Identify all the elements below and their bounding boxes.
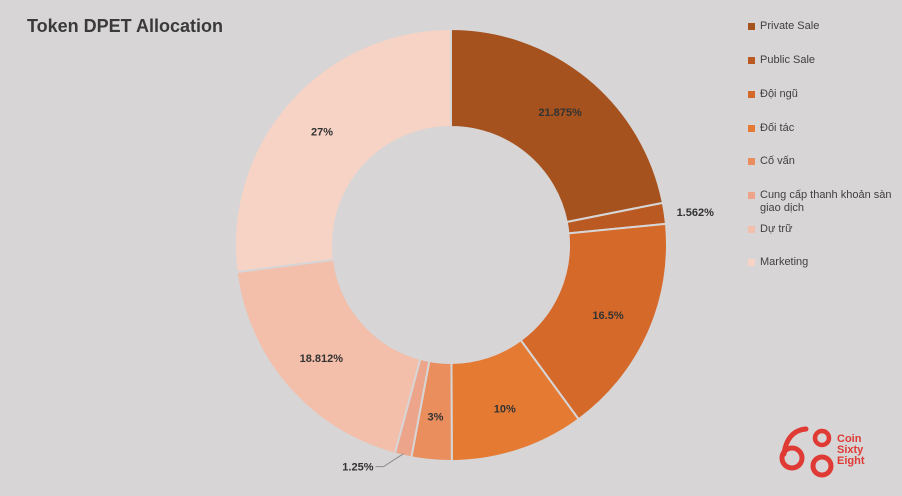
chart-title: Token DPET Allocation [27, 16, 224, 36]
legend-item-private-sale: Private Sale [748, 20, 898, 33]
slice-doi-ngu [519, 222, 668, 421]
legend-label: Đối tác [760, 122, 795, 134]
legend-swatch [748, 192, 755, 199]
coin68-logo: Coin Sixty Eight [778, 424, 888, 484]
legend-item-cung-cap-thanh-khoan-san-giao-dich: Cung cấp thanh khoản sàn giao dịch [748, 189, 898, 215]
legend-label: Marketing [760, 256, 809, 268]
slice-private-sale [450, 27, 665, 224]
legend-item-marketing: Marketing [748, 256, 898, 269]
data-label-cung-cap-thanh-khoan-san-giao-dich: 1.25% [342, 462, 373, 474]
legend-swatch [748, 57, 755, 64]
legend-label: Cố vấn [760, 155, 795, 167]
legend-swatch [748, 259, 755, 266]
data-label-doi-ngu: 16.5% [592, 310, 623, 322]
data-label-private-sale: 21.875% [538, 107, 582, 119]
legend-item-public-sale: Public Sale [748, 54, 898, 67]
data-label-public-sale: 1.562% [677, 207, 715, 219]
slice-marketing [234, 27, 452, 274]
legend-label: Dự trữ [760, 223, 793, 235]
legend-swatch [748, 125, 755, 132]
legend-swatch [748, 226, 755, 233]
legend-label: Cung cấp thanh khoản sàn giao dịch [760, 189, 892, 214]
legend-item-du-tru: Dự trữ [748, 223, 898, 236]
coin68-logo-icon [779, 426, 834, 478]
logo-word-eight: Eight [837, 455, 865, 467]
legend-item-co-van: Cố vấn [748, 155, 898, 168]
logo-word-sixty: Sixty [837, 444, 864, 456]
legend-label: Private Sale [760, 20, 820, 32]
legend-item-doi-ngu: Đội ngũ [748, 88, 898, 101]
legend-swatch [748, 91, 755, 98]
coin68-wordmark: Coin Sixty Eight [837, 434, 887, 467]
legend-swatch [748, 23, 755, 30]
leader-line-cung-cap-thanh-khoan-san-giao-dich [375, 453, 404, 468]
data-label-marketing: 27% [311, 126, 333, 138]
logo-word-coin: Coin [837, 433, 862, 445]
data-label-du-tru: 18.812% [300, 353, 344, 365]
data-label-co-van: 3% [428, 411, 444, 423]
slice-du-tru [235, 258, 422, 455]
data-label-doi-tac: 10% [494, 403, 516, 415]
legend-item-doi-tac: Đối tác [748, 122, 898, 135]
legend-swatch [748, 158, 755, 165]
legend-label: Đội ngũ [760, 88, 798, 100]
legend-label: Public Sale [760, 54, 816, 66]
